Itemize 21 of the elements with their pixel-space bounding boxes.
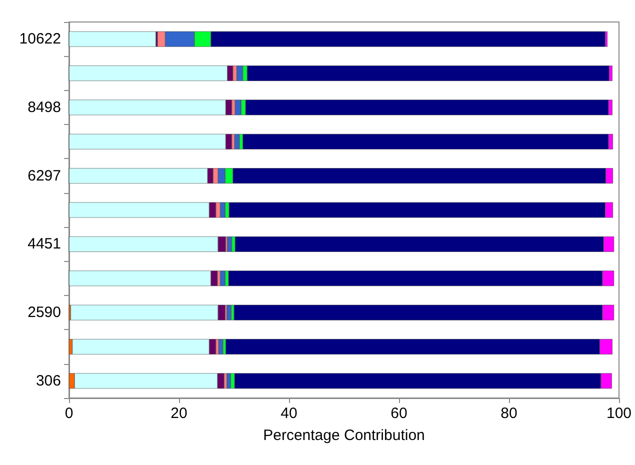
x-tick-label: 60 — [390, 405, 408, 422]
bar — [242, 134, 609, 150]
x-tick-label: 100 — [606, 405, 632, 422]
x-tick-label: 20 — [170, 405, 188, 422]
y-tick-label: 4451 — [28, 236, 61, 253]
y-tick-label: 306 — [36, 372, 61, 390]
x-tick-label: 0 — [64, 405, 74, 422]
bar — [236, 66, 243, 81]
x-axis-title: Percentage Contribution — [263, 427, 425, 444]
y-tick-label: 10622 — [19, 30, 61, 48]
bar — [218, 339, 223, 354]
bar — [69, 31, 156, 47]
x-tick-label: 80 — [500, 405, 518, 422]
x-tick-label: 40 — [280, 405, 298, 422]
bar — [235, 100, 242, 116]
y-tick-label: 2590 — [28, 304, 61, 322]
y-tick-label: 6297 — [28, 167, 61, 184]
y-tick-label: 8498 — [28, 98, 61, 116]
bar — [220, 270, 226, 286]
bar — [226, 373, 231, 389]
bar — [234, 134, 240, 150]
